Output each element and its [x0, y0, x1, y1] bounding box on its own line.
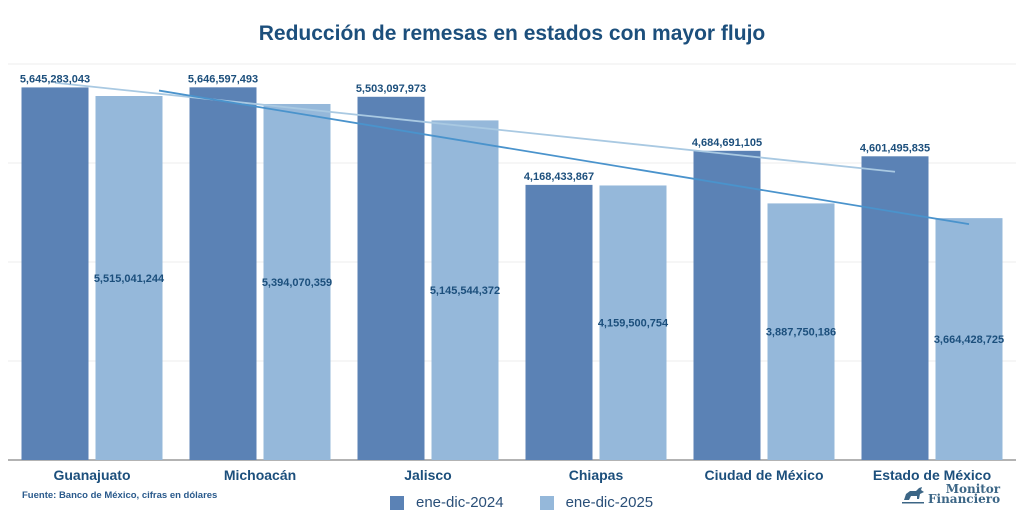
category-label: Michoacán — [224, 467, 296, 483]
chart-title: Reducción de remesas en estados con mayo… — [258, 22, 766, 45]
source-note: Fuente: Banco de México, cifras en dólar… — [22, 490, 218, 501]
bar-2025[interactable] — [599, 185, 667, 460]
bull-icon — [902, 487, 924, 504]
value-labels: 5,645,283,043 5,515,041,244 5,646,597,493 5… — [20, 73, 1004, 346]
value-label: 5,646,597,493 — [188, 73, 258, 85]
legend: ene-dic-2024 ene-dic-2025 — [390, 494, 653, 511]
legend-item-2024[interactable]: ene-dic-2024 — [390, 494, 504, 511]
value-label: 4,684,691,105 — [692, 137, 762, 149]
bar-2025[interactable] — [431, 120, 499, 460]
category-labels: Guanajuato Michoacán Jalisco Chiapas Ciudad … — [53, 467, 991, 483]
legend-label-2024: ene-dic-2024 — [416, 494, 504, 511]
bar-2025[interactable] — [767, 203, 835, 460]
value-label: 5,145,544,372 — [430, 285, 500, 297]
value-label: 3,887,750,186 — [766, 327, 836, 339]
bar-2024[interactable] — [693, 150, 761, 460]
value-label: 5,394,070,359 — [262, 277, 332, 289]
value-label: 5,503,097,973 — [356, 83, 426, 95]
bar-2024[interactable] — [189, 87, 257, 461]
trendline-2024 — [54, 81, 896, 173]
category-label: Guanajuato — [53, 467, 130, 483]
monitor-financiero-logo: Monitor Financiero — [900, 482, 1001, 506]
trendline-2025 — [158, 89, 970, 226]
bar-2024[interactable] — [861, 156, 929, 460]
value-label: 4,601,495,835 — [860, 142, 930, 154]
bar-2024[interactable] — [357, 96, 425, 460]
trendlines — [54, 81, 970, 226]
legend-swatch-2025 — [539, 495, 554, 510]
legend-swatch-2024 — [390, 495, 404, 510]
bars — [21, 87, 1003, 461]
logo-line-1: Monitor — [945, 482, 1001, 496]
value-label: 4,168,433,867 — [524, 171, 594, 183]
category-label: Jalisco — [404, 467, 451, 483]
category-label: Ciudad de México — [704, 467, 823, 483]
bar-2025[interactable] — [935, 218, 1003, 460]
bar-2025[interactable] — [263, 103, 331, 460]
value-label: 3,664,428,725 — [934, 334, 1004, 346]
bar-2024[interactable] — [21, 87, 89, 460]
legend-item-2025[interactable]: ene-dic-2025 — [539, 494, 654, 511]
value-label: 5,645,283,043 — [20, 73, 90, 85]
bar-2025[interactable] — [95, 96, 163, 461]
gridlines — [8, 63, 1016, 461]
category-label: Chiapas — [569, 467, 624, 483]
legend-label-2025: ene-dic-2025 — [565, 494, 654, 511]
value-label: 4,159,500,754 — [598, 318, 669, 330]
bar-2024[interactable] — [525, 184, 593, 460]
logo-line-2: Financiero — [928, 492, 1001, 506]
category-label: Estado de México — [873, 467, 991, 483]
value-label: 5,515,041,244 — [94, 273, 165, 285]
